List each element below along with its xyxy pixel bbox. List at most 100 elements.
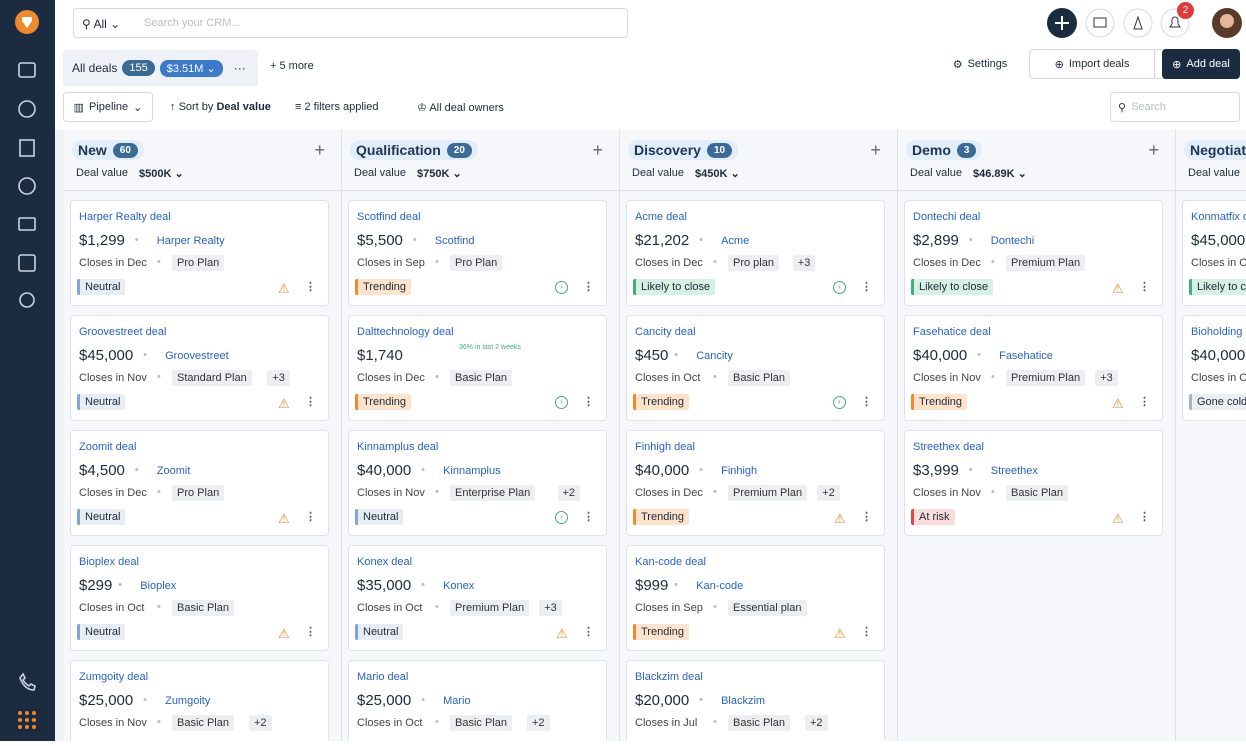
owners[interactable]: ♔ All deal owners — [417, 102, 504, 114]
card-menu[interactable]: ⋮ — [305, 396, 316, 408]
plan-extra: +2 — [249, 715, 272, 731]
add-to-column[interactable]: + — [592, 140, 603, 160]
deal-title[interactable]: Cancity deal — [635, 326, 696, 338]
view-select[interactable]: ▥ Pipeline ⌄ — [63, 92, 153, 122]
company[interactable]: Cancity — [696, 350, 733, 362]
settings-button[interactable]: ⚙ Settings — [945, 50, 1015, 78]
deal-card[interactable]: Finhigh deal $40,000 • Finhigh Closes in Dec… — [626, 430, 885, 536]
deal-title[interactable]: Fasehatice deal — [913, 326, 991, 338]
deal-card[interactable]: Konmatfix deal $45,000 Closes in Oct Likely… — [1182, 200, 1246, 306]
deal-title[interactable]: Kinnamplus deal — [357, 441, 439, 453]
card-menu[interactable]: ⋮ — [861, 281, 872, 293]
active-tab[interactable]: All deals 155 $3.51M ⌄ ··· — [63, 50, 258, 86]
card-menu[interactable]: ⋮ — [583, 281, 594, 293]
column-divider — [1176, 190, 1246, 191]
add-deal-button[interactable]: ⊕ Add deal — [1162, 49, 1240, 79]
company[interactable]: Konex — [443, 580, 475, 592]
add-to-column[interactable]: + — [870, 140, 881, 160]
deal-card[interactable]: Streethex deal $3,999 • Streethex Closes in … — [904, 430, 1163, 536]
company[interactable]: Blackzim — [721, 695, 766, 707]
deal-title[interactable]: Bioplex deal — [79, 556, 139, 568]
deal-title[interactable]: Scotfind deal — [357, 211, 421, 223]
deal-card[interactable]: Mario deal $25,000 • Mario Closes in Oct • Bas… — [348, 660, 607, 741]
deal-title[interactable]: Acme deal — [635, 211, 687, 223]
card-menu[interactable]: ⋮ — [583, 396, 594, 408]
card-menu[interactable]: ⋮ — [583, 511, 594, 523]
search-scope[interactable]: ⚲ All ⌄ — [82, 17, 121, 31]
deal-card[interactable]: Konex deal $35,000 • Konex Closes in Oct • Pre… — [348, 545, 607, 651]
card-menu[interactable]: ⋮ — [583, 626, 594, 638]
deal-card[interactable]: Dalttechnology deal $1,740 36% in last 2 w… — [348, 315, 607, 421]
deal-card[interactable]: Scotfind deal $5,500 • Scotfind Closes in Se… — [348, 200, 607, 306]
card-menu[interactable]: ⋮ — [305, 626, 316, 638]
board-search[interactable]: ⚲ Search — [1110, 92, 1240, 122]
deal-title[interactable]: Blackzim deal — [635, 671, 703, 683]
deal-card[interactable]: Bioplex deal $299 • Bioplex Closes in Oct • Ba… — [70, 545, 329, 651]
more-tabs[interactable]: + 5 more — [270, 60, 314, 72]
deal-title[interactable]: Kan-code deal — [635, 556, 706, 568]
deal-title[interactable]: Zumgoity deal — [79, 671, 149, 683]
card-menu[interactable]: ⋮ — [1139, 511, 1150, 523]
deal-amount: $40,000 — [635, 462, 690, 479]
company[interactable]: Fasehatice — [999, 350, 1053, 362]
deal-value-label: Deal value — [354, 167, 406, 179]
import-button[interactable]: ⊕ Import deals — [1029, 49, 1155, 79]
deal-title[interactable]: Konex deal — [357, 556, 413, 568]
deal-title[interactable]: Dontechi deal — [913, 211, 981, 223]
deal-title[interactable]: Konmatfix deal — [1191, 211, 1246, 223]
deal-card[interactable]: Bioholding deal $40,000 Closes in Oct Gone … — [1182, 315, 1246, 421]
company[interactable]: Harper Realty — [156, 235, 225, 247]
deal-card[interactable]: Kinnamplus deal $40,000 • Kinnamplus Closes … — [348, 430, 607, 536]
filters[interactable]: ≡ 2 filters applied — [295, 101, 379, 113]
card-menu[interactable]: ⋮ — [861, 396, 872, 408]
deal-title[interactable]: Groovestreet deal — [79, 326, 167, 338]
company[interactable]: Mario — [443, 695, 471, 707]
add-to-column[interactable]: + — [1148, 140, 1159, 160]
company[interactable]: Streethex — [990, 465, 1038, 477]
card-menu[interactable]: ⋮ — [861, 626, 872, 638]
card-menu[interactable]: ⋮ — [1139, 396, 1150, 408]
search-box[interactable]: ⚲ All ⌄ Search your CRM... — [73, 8, 628, 38]
company[interactable]: Dontechi — [990, 235, 1035, 247]
deal-title[interactable]: Finhigh deal — [635, 441, 695, 453]
card-menu[interactable]: ⋮ — [1139, 281, 1150, 293]
deal-title[interactable]: Bioholding deal — [1191, 326, 1246, 338]
plan-extra: +2 — [805, 715, 828, 731]
deal-card[interactable]: Cancity deal $450 • Cancity Closes in Oct • Ba… — [626, 315, 885, 421]
deal-title[interactable]: Dalttechnology deal — [357, 326, 454, 338]
deal-card[interactable]: Groovestreet deal $45,000 • Groovestreet Clo… — [70, 315, 329, 421]
add-label: Add deal — [1186, 58, 1230, 70]
view-label: Pipeline — [89, 101, 129, 113]
add-to-column[interactable]: + — [314, 140, 325, 160]
company[interactable]: Finhigh — [721, 465, 758, 477]
deal-card[interactable]: Zoomit deal $4,500 • Zoomit Closes in Dec • Pr… — [70, 430, 329, 536]
company[interactable]: Kan-code — [696, 580, 744, 592]
deal-title[interactable]: Harper Realty deal — [79, 211, 171, 223]
deal-card[interactable]: Fasehatice deal $40,000 • Fasehatice Closes … — [904, 315, 1163, 421]
deal-card[interactable]: Acme deal $21,202 • Acme Closes in Dec • Pro p… — [626, 200, 885, 306]
deal-title[interactable]: Zoomit deal — [79, 441, 137, 453]
deal-card[interactable]: Blackzim deal $20,000 • Blackzim Closes in J… — [626, 660, 885, 741]
company[interactable]: Zoomit — [156, 465, 191, 477]
sort-prefix: Sort by — [178, 101, 214, 113]
sort-control[interactable]: ↑ Sort by Deal value — [170, 101, 271, 113]
card-menu[interactable]: ⋮ — [305, 281, 316, 293]
company[interactable]: Groovestreet — [165, 350, 229, 362]
deal-card[interactable]: Zumgoity deal $25,000 • Zumgoity Closes in N… — [70, 660, 329, 741]
card-menu[interactable]: ⋮ — [861, 511, 872, 523]
company[interactable]: Acme — [721, 235, 750, 247]
deal-card[interactable]: Harper Realty deal $1,299 • Harper Realty Cl… — [70, 200, 329, 306]
card-menu[interactable]: ⋮ — [305, 511, 316, 523]
company[interactable]: Zumgoity — [165, 695, 211, 707]
company[interactable]: Kinnamplus — [443, 465, 501, 477]
deal-card[interactable]: Dontechi deal $2,899 • Dontechi Closes in De… — [904, 200, 1163, 306]
dot: • — [143, 694, 147, 706]
company[interactable]: Bioplex — [140, 580, 177, 592]
company[interactable]: Scotfind — [434, 235, 475, 247]
dot: • — [157, 716, 161, 728]
deal-title[interactable]: Mario deal — [357, 671, 409, 683]
deal-card[interactable]: Kan-code deal $999 • Kan-code Closes in Sep •… — [626, 545, 885, 651]
status-tag: Likely to close — [633, 279, 716, 295]
deal-title[interactable]: Streethex deal — [913, 441, 984, 453]
